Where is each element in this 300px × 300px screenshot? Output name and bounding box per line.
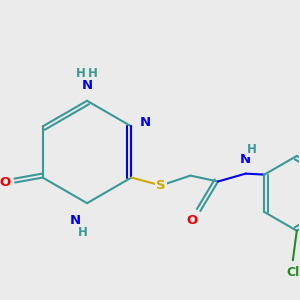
Text: S: S [156,179,166,192]
Text: N: N [70,214,81,227]
Text: H: H [247,142,256,155]
Text: N: N [82,79,93,92]
Text: O: O [0,176,11,189]
Text: Cl: Cl [286,266,299,279]
Text: H: H [88,67,98,80]
Text: N: N [140,116,151,129]
Text: O: O [187,214,198,227]
Text: N: N [240,153,251,166]
Text: H: H [78,226,88,239]
Text: H: H [76,67,86,80]
